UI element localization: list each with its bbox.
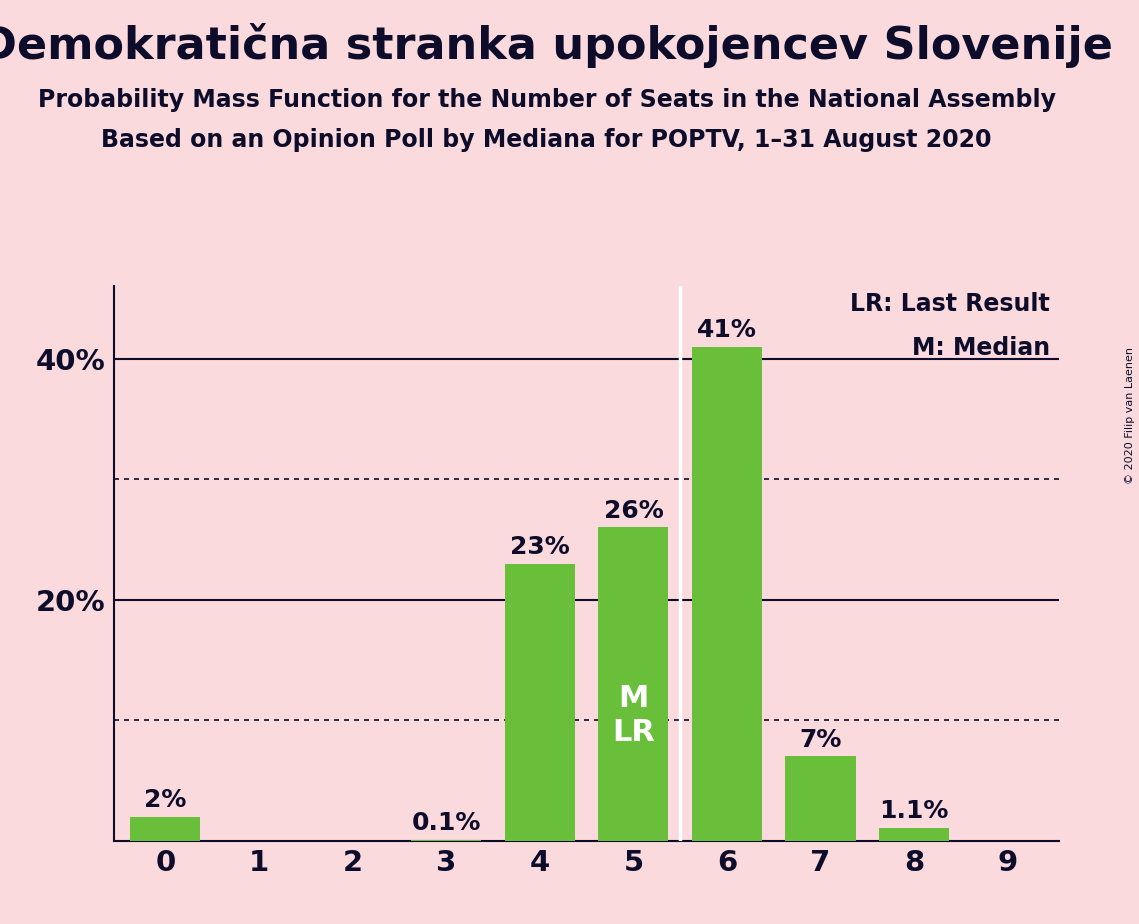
Text: LR: Last Result: LR: Last Result <box>850 292 1050 316</box>
Text: © 2020 Filip van Laenen: © 2020 Filip van Laenen <box>1125 347 1134 484</box>
Bar <box>505 564 575 841</box>
Text: 1.1%: 1.1% <box>879 798 949 822</box>
Text: Demokratična stranka upokojencev Slovenije: Demokratična stranka upokojencev Sloveni… <box>0 23 1113 68</box>
Text: 26%: 26% <box>604 499 663 523</box>
Bar <box>879 828 949 841</box>
Bar <box>691 346 762 841</box>
Bar <box>598 528 669 841</box>
Text: 0.1%: 0.1% <box>411 811 481 834</box>
Text: Probability Mass Function for the Number of Seats in the National Assembly: Probability Mass Function for the Number… <box>38 88 1056 112</box>
Bar <box>130 817 200 841</box>
Text: 2%: 2% <box>145 788 187 812</box>
Text: Based on an Opinion Poll by Mediana for POPTV, 1–31 August 2020: Based on an Opinion Poll by Mediana for … <box>101 128 992 152</box>
Text: M
LR: M LR <box>612 684 655 747</box>
Bar <box>411 840 482 841</box>
Text: 7%: 7% <box>800 728 842 751</box>
Text: M: Median: M: Median <box>911 336 1050 360</box>
Text: 41%: 41% <box>697 318 757 342</box>
Text: 23%: 23% <box>510 535 570 559</box>
Bar <box>786 757 855 841</box>
